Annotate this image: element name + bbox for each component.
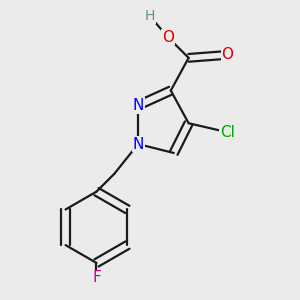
Text: F: F (92, 270, 101, 285)
Text: H: H (145, 9, 155, 23)
Text: O: O (221, 47, 233, 62)
Text: N: N (132, 136, 144, 152)
Text: O: O (162, 30, 174, 45)
Text: N: N (132, 98, 144, 113)
Text: Cl: Cl (220, 125, 235, 140)
